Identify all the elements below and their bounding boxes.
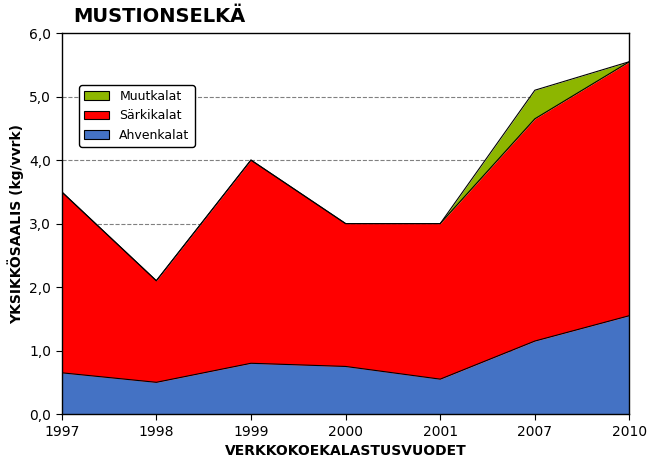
X-axis label: VERKKOKOEKALASTUSVUODET: VERKKOKOEKALASTUSVUODET	[225, 444, 466, 458]
Y-axis label: YKSIKKÖSAALIS (kg/vvrk): YKSIKKÖSAALIS (kg/vvrk)	[7, 124, 24, 324]
Legend: Muutkalat, Särkikalat, Ahvenkalat: Muutkalat, Särkikalat, Ahvenkalat	[79, 85, 194, 146]
Text: MUSTIONSELKÄ: MUSTIONSELKÄ	[73, 7, 245, 26]
